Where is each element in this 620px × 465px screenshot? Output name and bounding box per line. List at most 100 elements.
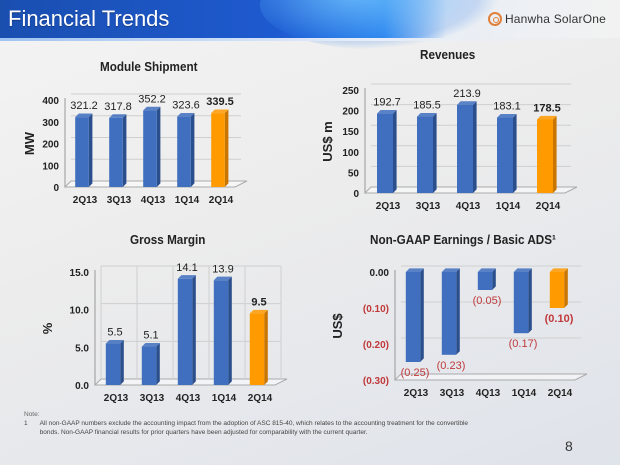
bar-1Q14 xyxy=(497,113,517,193)
bar-top xyxy=(75,113,93,118)
bar-side xyxy=(88,113,93,187)
company-logo: Hanwha SolarOne xyxy=(487,12,606,26)
bar-front xyxy=(513,272,529,334)
y-tick-label: 400 xyxy=(42,96,59,107)
value-label: 213.9 xyxy=(453,88,481,100)
bar-side xyxy=(473,101,477,193)
bar-top xyxy=(417,112,437,117)
value-label: 352.2 xyxy=(138,93,166,105)
bar-front xyxy=(477,272,493,290)
bar-front xyxy=(105,343,121,385)
bar-side xyxy=(433,112,437,193)
bar-top xyxy=(549,268,568,272)
chart-svg: 0.00 (0.10) (0.20) (0.30) (0.25) 2Q13 (0.23) 3Q… xyxy=(330,265,588,399)
bar-side xyxy=(528,268,532,334)
revenues-chart: Revenues 0 50 100 150 200 250 192.7 2Q13 185.5 3Q1… xyxy=(320,45,600,220)
bar-side xyxy=(564,268,568,308)
y-tick-label: 5.0 xyxy=(75,343,89,354)
value-label: 5.5 xyxy=(107,327,122,339)
value-label: (0.05) xyxy=(473,295,502,307)
bar-4Q13 xyxy=(177,275,196,385)
footnote-label: Note: xyxy=(24,411,40,418)
bar-top xyxy=(405,268,424,272)
bar-side xyxy=(264,309,268,385)
bar-1Q14 xyxy=(513,268,532,334)
bar-front xyxy=(377,113,393,193)
value-label: 323.6 xyxy=(172,100,200,112)
bar-front xyxy=(457,104,473,193)
value-label: 185.5 xyxy=(413,100,441,112)
bar-front xyxy=(249,313,265,385)
page-number: 8 xyxy=(565,438,573,454)
bar-front xyxy=(537,119,553,193)
x-tick-label: 4Q13 xyxy=(476,388,501,399)
bar-front xyxy=(177,278,193,385)
x-tick-label: 2Q14 xyxy=(548,388,573,399)
bar-top xyxy=(141,342,160,347)
y-tick-label: 0.00 xyxy=(370,268,390,279)
y-tick-label: 150 xyxy=(342,127,359,138)
bar-front xyxy=(177,116,191,187)
bar-top xyxy=(537,115,557,120)
bar-top xyxy=(377,110,397,114)
bar-top xyxy=(109,114,127,118)
chart-svg: 0 100 200 300 400 321.2 2Q13 317.8 3Q13 352.2 4Q13… xyxy=(22,93,248,206)
bar-4Q13 xyxy=(143,106,161,187)
bar-2Q13 xyxy=(105,339,124,385)
bar-3Q13 xyxy=(109,114,127,187)
chart-title: Gross Margin xyxy=(130,232,206,247)
footnote-number: 1 xyxy=(24,420,28,427)
x-tick-label: 3Q13 xyxy=(440,388,465,399)
bar-front xyxy=(141,346,157,385)
footnote-line-1: All non-GAAP numbers exclude the account… xyxy=(39,420,469,427)
bar-3Q13 xyxy=(417,112,437,193)
bar-front xyxy=(109,117,123,187)
slide-header: Financial Trends Hanwha SolarOne xyxy=(0,0,620,50)
value-label: 183.1 xyxy=(493,101,521,113)
value-label: 321.2 xyxy=(70,100,98,112)
y-tick-label: 0.0 xyxy=(75,381,89,392)
footnote-line-2: bonds. Non-GAAP financial results for pr… xyxy=(39,429,368,436)
value-label: 5.1 xyxy=(143,330,158,342)
bar-side xyxy=(120,339,124,385)
y-tick-label: 300 xyxy=(42,118,59,129)
bar-side xyxy=(192,275,196,385)
y-tick-label: 250 xyxy=(342,86,359,97)
value-label: 14.1 xyxy=(176,262,197,274)
y-tick-label: (0.10) xyxy=(363,304,389,315)
bar-1Q14 xyxy=(213,276,232,385)
bar-side xyxy=(393,110,397,193)
bar-2Q14 xyxy=(537,115,557,193)
bar-front xyxy=(497,117,513,193)
bar-2Q14 xyxy=(549,268,568,308)
x-tick-label: 2Q13 xyxy=(404,388,429,399)
value-label: 317.8 xyxy=(104,101,132,113)
y-tick-label: 50 xyxy=(348,168,360,179)
footnote: Note: 1 All non-GAAP numbers exclude the… xyxy=(24,410,468,437)
bar-side xyxy=(553,115,557,193)
gross-margin-chart: Gross Margin 0.0 5.0 10.0 15.0 5.5 2Q13 5.1 3Q13… xyxy=(20,230,310,410)
bar-top xyxy=(513,268,532,272)
y-axis-label: US$ xyxy=(330,313,345,339)
y-tick-label: (0.30) xyxy=(363,376,389,387)
x-tick-label: 1Q14 xyxy=(175,195,200,206)
bar-side xyxy=(420,268,424,362)
bar-front xyxy=(441,272,457,355)
x-tick-label: 4Q13 xyxy=(456,201,481,212)
x-tick-label: 2Q14 xyxy=(248,393,273,404)
chart-floor xyxy=(393,373,588,381)
x-tick-label: 2Q13 xyxy=(73,195,98,206)
value-label: (0.23) xyxy=(437,360,466,372)
x-tick-label: 4Q13 xyxy=(176,393,201,404)
bar-side xyxy=(224,109,229,187)
bar-4Q13 xyxy=(477,268,496,290)
y-tick-label: 100 xyxy=(42,161,59,172)
y-tick-label: 100 xyxy=(342,148,359,159)
value-label: (0.25) xyxy=(401,367,430,379)
header-wave-decoration xyxy=(260,0,500,50)
y-axis-label: US$ m xyxy=(320,121,335,161)
y-tick-label: 200 xyxy=(342,107,359,118)
chart-title: Non-GAAP Earnings / Basic ADS¹ xyxy=(370,232,556,247)
y-tick-label: 200 xyxy=(42,140,59,151)
x-tick-label: 2Q14 xyxy=(536,201,561,212)
